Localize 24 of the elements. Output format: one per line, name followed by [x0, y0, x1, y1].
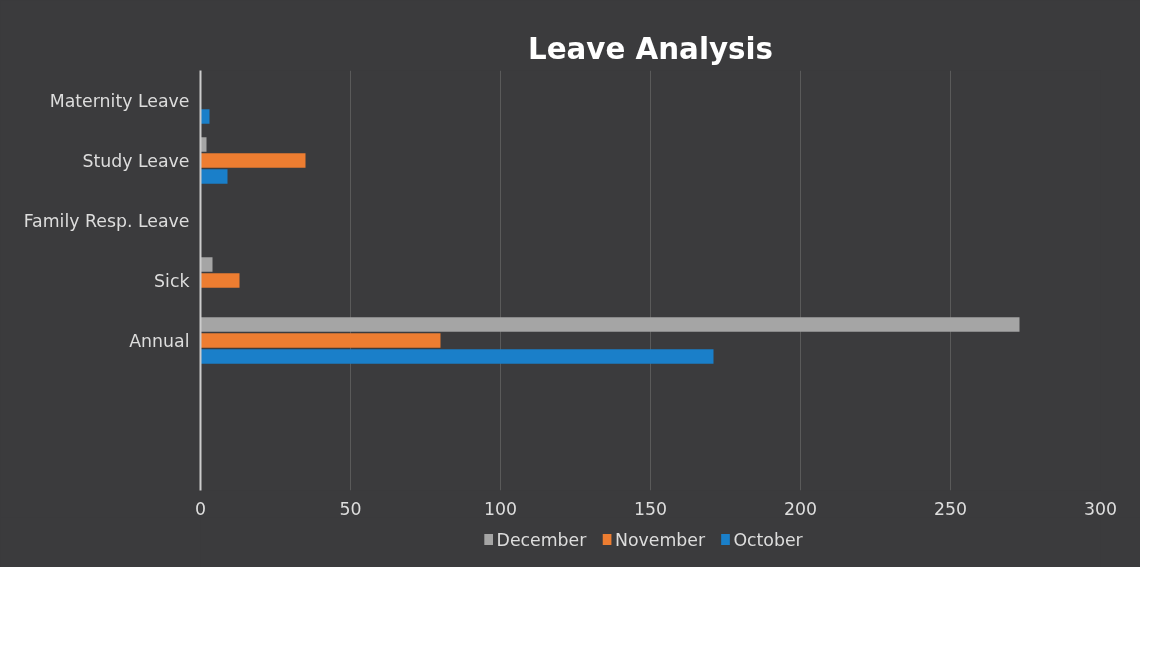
bar	[200, 169, 228, 184]
bar	[200, 273, 240, 288]
legend-label: October	[733, 529, 804, 550]
x-tick-label: 250	[933, 498, 968, 519]
legend-label: December	[496, 529, 588, 550]
y-tick-label: Maternity Leave	[49, 90, 190, 111]
x-tick-label: 150	[633, 498, 668, 519]
x-tick-label: 300	[1083, 498, 1118, 519]
bar	[200, 349, 714, 364]
x-tick-label: 50	[339, 498, 362, 519]
y-tick-label: Study Leave	[82, 150, 190, 171]
bar	[200, 109, 210, 124]
x-tick-label: 200	[783, 498, 818, 519]
legend-label: November	[614, 529, 706, 550]
x-tick-label: 100	[483, 498, 518, 519]
chart-title: Leave Analysis	[527, 31, 774, 66]
x-tick-label: 0	[194, 498, 207, 519]
y-tick-label: Sick	[154, 270, 190, 291]
bar	[200, 317, 1020, 332]
y-tick-label: Family Resp. Leave	[23, 210, 190, 231]
y-tick-label: Annual	[129, 330, 190, 351]
bar	[200, 333, 441, 348]
bar	[200, 153, 306, 168]
bar	[200, 257, 213, 272]
